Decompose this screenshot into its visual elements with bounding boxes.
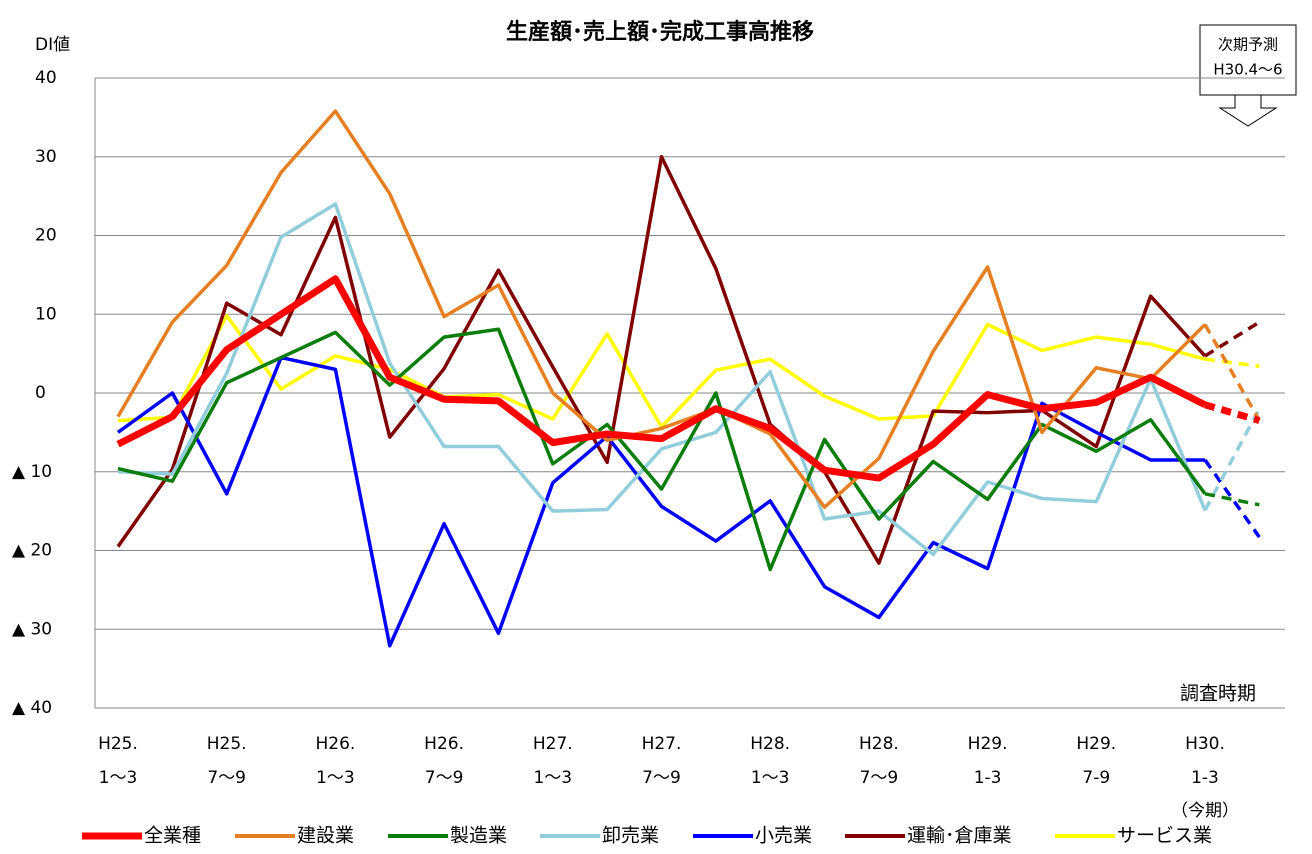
legend-label: 全業種 [144, 825, 201, 847]
legend-label: 卸売業 [602, 825, 659, 847]
legend-label: 建設業 [297, 825, 354, 847]
x-tick-label: H28. 1〜3 [750, 734, 791, 788]
grid [95, 77, 1285, 709]
series-line [116, 275, 1207, 482]
x-tick-label: H30. 1-3 （今期） [1171, 734, 1239, 821]
y-tick-label: ▲ 30 [12, 619, 52, 639]
chart-title: 生産額･売上額･完成工事高推移 [506, 19, 814, 45]
series-line [117, 327, 1207, 572]
forecast-box [1199, 24, 1297, 96]
x-tick-label: H29. 1-3 [967, 734, 1008, 788]
x-tick-label: H25. 1〜3 [98, 734, 138, 788]
y-tick-label: 0 [35, 383, 46, 403]
forecast-label: 次期予測 [1218, 36, 1278, 54]
legend-label: 小売業 [755, 825, 812, 847]
x-tick-label: H28. 7〜9 [858, 734, 899, 788]
y-tick-label: 30 [35, 147, 57, 167]
series-line [116, 355, 1205, 648]
series-line-forecast [1204, 492, 1260, 507]
x-tick-label: H26. 7〜9 [424, 734, 464, 788]
y-tick-label: 40 [35, 68, 57, 88]
y-tick-label: ▲ 40 [12, 698, 52, 718]
series-line-forecast [1204, 401, 1261, 424]
legend-label: 運輸･倉庫業 [907, 825, 1012, 847]
x-tick-label: H27. 7〜9 [641, 734, 682, 788]
series-line-forecast [1203, 407, 1261, 512]
legend-label: サービス業 [1117, 825, 1212, 847]
series-line-forecast [1203, 323, 1261, 422]
series-line [116, 109, 1207, 509]
legend-label: 製造業 [450, 825, 507, 847]
y-tick-label: 10 [35, 304, 57, 324]
series-line-forecast [1204, 357, 1260, 368]
series-line-forecast [1204, 320, 1261, 358]
series-line [117, 202, 1207, 557]
y-axis-label: DI値 [35, 35, 70, 55]
x-axis-label: 調査時期 [1180, 683, 1256, 705]
y-tick-label: ▲ 10 [12, 462, 52, 482]
forecast-label: H30.4〜6 [1213, 61, 1282, 79]
series-line [116, 155, 1207, 565]
forecast-arrow [1218, 94, 1278, 127]
x-tick-label: H27. 1〜3 [532, 734, 573, 788]
x-tick-label: H25. 7〜9 [206, 734, 247, 788]
y-tick-label: ▲ 20 [12, 541, 52, 561]
x-label-box [1163, 676, 1273, 712]
x-tick-label: H26. 1〜3 [315, 734, 356, 788]
y-tick-label: 20 [35, 226, 57, 246]
x-tick-label: H29. 7-9 [1076, 734, 1117, 788]
